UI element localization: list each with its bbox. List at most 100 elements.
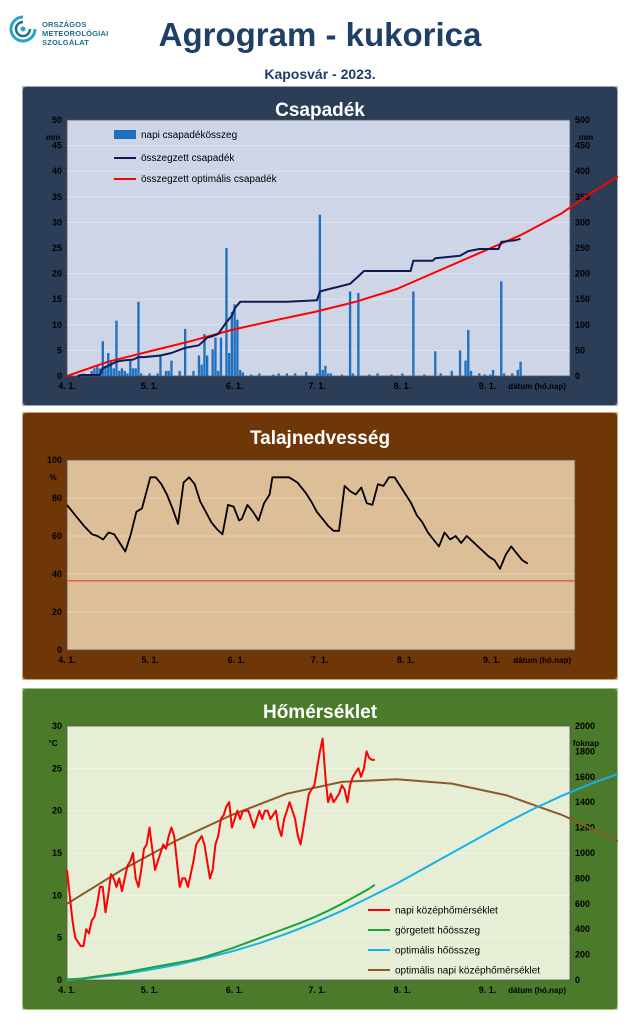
x-tick-label: 7. 1. bbox=[311, 655, 329, 665]
precip-bar bbox=[90, 370, 93, 376]
precip-bar bbox=[200, 364, 203, 376]
precip-bar bbox=[376, 373, 379, 376]
precip-bar bbox=[126, 373, 129, 376]
precip-bar bbox=[170, 360, 173, 376]
precip-bar bbox=[217, 370, 220, 376]
precip-bar bbox=[140, 373, 143, 376]
y-tick-left: 30 bbox=[52, 217, 62, 227]
precip-bar bbox=[318, 214, 322, 376]
precip-bar bbox=[258, 373, 261, 376]
rolling-heat-sum-line bbox=[66, 883, 376, 981]
y-tick-left: 0 bbox=[57, 975, 62, 985]
precip-bar bbox=[156, 373, 159, 376]
x-tick-label: 6. 1. bbox=[226, 985, 244, 995]
y-tick-left: 35 bbox=[52, 192, 62, 202]
y-tick-left: 20 bbox=[52, 806, 62, 816]
precip-bar bbox=[159, 355, 162, 376]
optimal-daily-temp-line bbox=[66, 778, 618, 905]
precip-bar bbox=[357, 293, 360, 376]
cumulative-precip-line bbox=[77, 237, 521, 377]
precip-bar bbox=[277, 373, 280, 376]
y-tick-left: 100 bbox=[47, 455, 62, 465]
y-tick-right: 200 bbox=[575, 950, 590, 960]
precip-bar bbox=[197, 355, 201, 376]
y-tick-left: 10 bbox=[52, 890, 62, 900]
soil-moisture-title: Talajnedvesség bbox=[250, 428, 390, 449]
precip-bar bbox=[228, 353, 231, 376]
precip-bar bbox=[203, 334, 206, 376]
logo-line-3: SZOLGÁLAT bbox=[42, 38, 90, 47]
precip-bar bbox=[219, 337, 223, 376]
precip-bar bbox=[516, 369, 519, 376]
precip-bar bbox=[434, 351, 437, 376]
y-tick-left: 5 bbox=[57, 345, 62, 355]
x-tick-label: 8. 1. bbox=[397, 655, 415, 665]
precip-bar bbox=[272, 374, 275, 376]
precip-bar bbox=[225, 248, 228, 376]
y-tick-left: 25 bbox=[52, 243, 62, 253]
precip-bar bbox=[107, 353, 110, 376]
precip-bar bbox=[412, 291, 415, 376]
precip-bar bbox=[96, 365, 99, 376]
x-tick-label: 8. 1. bbox=[394, 381, 412, 391]
y-tick-left: 25 bbox=[52, 763, 62, 773]
y-tick-right: 500 bbox=[575, 115, 590, 125]
precip-bar bbox=[401, 373, 404, 376]
x-tick-label: 8. 1. bbox=[394, 985, 412, 995]
precip-bar bbox=[123, 370, 126, 376]
legend-label: összegzett optimális csapadék bbox=[141, 174, 278, 185]
precip-bar bbox=[148, 373, 151, 376]
precip-bar bbox=[329, 373, 333, 376]
precip-bar bbox=[214, 337, 217, 376]
legend-label: napi középhőmérséklet bbox=[395, 906, 498, 917]
precip-bar bbox=[167, 370, 170, 376]
precip-bar bbox=[305, 371, 308, 376]
y-tick-left: 40 bbox=[52, 166, 62, 176]
y-tick-right: 1600 bbox=[575, 772, 595, 782]
x-tick-label: 5. 1. bbox=[141, 985, 159, 995]
y-tick-right: 1200 bbox=[575, 823, 595, 833]
precip-bar bbox=[483, 374, 486, 376]
y-tick-left: 20 bbox=[52, 607, 62, 617]
precip-bar bbox=[206, 355, 209, 376]
y-unit-left: % bbox=[49, 473, 56, 482]
precip-bar bbox=[115, 320, 118, 376]
y-tick-right: 1800 bbox=[575, 746, 595, 756]
x-tick-label: 6. 1. bbox=[226, 381, 244, 391]
x-tick-label: 7. 1. bbox=[308, 985, 326, 995]
logo-line-1: ORSZÁGOS bbox=[42, 20, 87, 29]
precip-bar bbox=[239, 369, 242, 376]
y-unit-left: °C bbox=[49, 739, 58, 748]
x-axis-label: dátum (hó.nap) bbox=[513, 656, 571, 665]
y-tick-left: 60 bbox=[52, 531, 62, 541]
soil-moisture-chart: Talajnedvesség 0 20 40 60 80 100% 4. 1. 5. 1. 6.… bbox=[22, 412, 618, 680]
omsz-logo: ORSZÁGOS METEOROLÓGIAI SZOLGÁLAT bbox=[8, 14, 118, 54]
precip-bar bbox=[390, 374, 393, 376]
y-tick-right: 250 bbox=[575, 243, 590, 253]
y-tick-left: 0 bbox=[57, 645, 62, 655]
precip-bar bbox=[458, 350, 462, 376]
y-tick-right: 1400 bbox=[575, 797, 595, 807]
precip-bar bbox=[101, 341, 104, 376]
precip-bar bbox=[120, 368, 124, 376]
x-axis-label: dátum (hó.nap) bbox=[508, 986, 566, 995]
x-tick-label: 4. 1. bbox=[58, 985, 76, 995]
precip-bar bbox=[439, 373, 442, 376]
precip-bar bbox=[450, 370, 453, 376]
y-tick-right: 100 bbox=[575, 320, 590, 330]
precip-bar bbox=[164, 370, 168, 376]
precip-bar bbox=[467, 329, 470, 376]
precipitation-chart: Csapadék 0510152025303540455005010015020… bbox=[22, 86, 618, 406]
legend-label: görgetett hőösszeg bbox=[395, 926, 480, 937]
y-tick-right: 150 bbox=[575, 294, 590, 304]
y-tick-right: 0 bbox=[575, 975, 580, 985]
x-tick-label: 5. 1. bbox=[141, 381, 159, 391]
temperature-chart: Hőmérséklet 0 5 10 15 20 25 30 0 200 400 600 800 100… bbox=[22, 688, 618, 1010]
precip-bar bbox=[327, 373, 330, 376]
precip-bar bbox=[134, 368, 137, 376]
precip-bar bbox=[321, 369, 324, 376]
soil-moisture-line bbox=[66, 476, 529, 570]
y-tick-left: 50 bbox=[52, 115, 62, 125]
precip-bar bbox=[324, 365, 327, 376]
daily-mean-temp-line bbox=[66, 737, 375, 948]
